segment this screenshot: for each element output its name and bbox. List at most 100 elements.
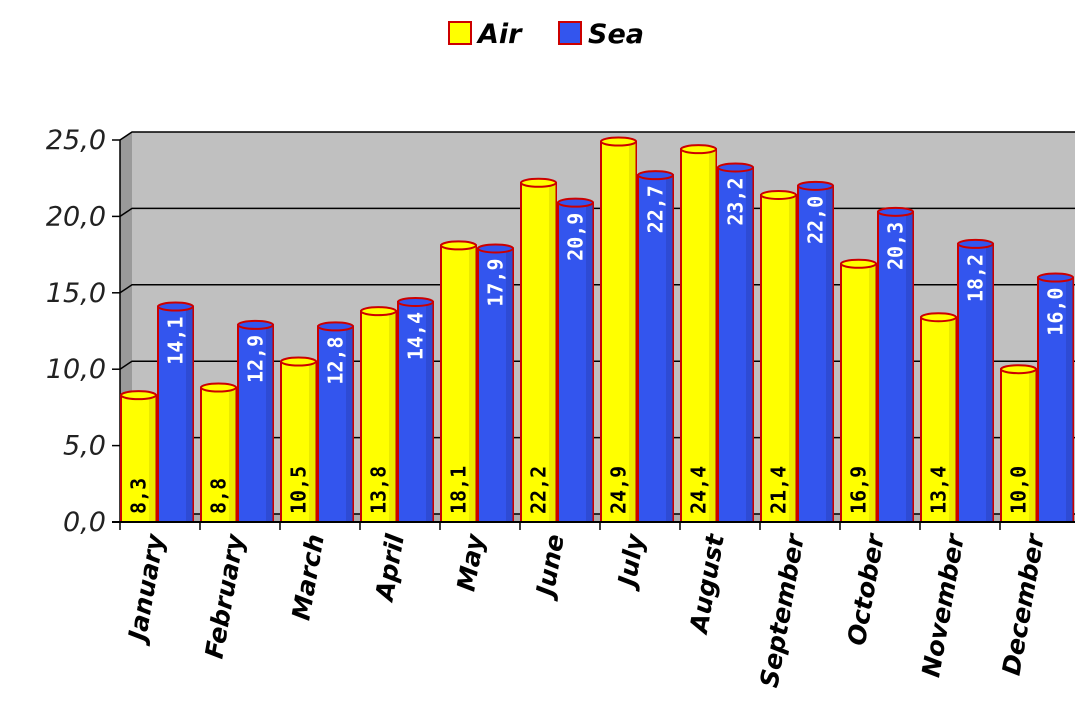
bar-top (1000, 364, 1037, 375)
bar-top (920, 312, 957, 323)
bar-sea-february: 12,9 (237, 319, 274, 523)
bar-top (520, 177, 557, 188)
data-label: 10,0 (1007, 466, 1031, 514)
bar-shade (149, 395, 156, 522)
bar-top (360, 306, 397, 317)
y-tick-label: 5,0 (63, 431, 106, 462)
bar-shade (346, 326, 353, 522)
data-label: 14,1 (164, 317, 188, 365)
bar-top (477, 243, 514, 254)
data-label: 18,1 (447, 466, 471, 514)
bar-sea-september: 22,0 (797, 180, 834, 523)
bars: 8,3 14,1 8,8 12,9 10,5 12,8 13,8 14,4 18,1 17,9 22… (120, 136, 1074, 524)
x-tick-label: June (530, 532, 570, 603)
y-tick-label: 20,0 (46, 201, 106, 232)
bar-air-april: 13,8 (360, 306, 397, 523)
bar-top (680, 144, 717, 155)
bar-sea-october: 20,3 (877, 206, 914, 523)
bar-top (760, 190, 797, 201)
legend-label-sea: Sea (588, 19, 644, 50)
data-label: 16,9 (847, 466, 871, 514)
bar-shade (949, 317, 956, 522)
bar-shade (506, 248, 513, 522)
x-tick-label: September (754, 530, 810, 689)
y-axis: 0,0 5,0 10,0 15,0 20,0 25,0 (46, 125, 121, 538)
bar-air-october: 16,9 (840, 258, 877, 523)
bar-top (280, 356, 317, 367)
bar-top (637, 170, 674, 181)
bar-shade (986, 243, 993, 523)
bar-air-july: 24,9 (600, 136, 637, 523)
data-label: 20,9 (564, 213, 588, 261)
bar-top (1037, 272, 1074, 283)
bar-shade (1029, 369, 1036, 522)
bar-sea-november: 18,2 (957, 238, 994, 524)
bar-top (200, 382, 237, 393)
bar-air-november: 13,4 (920, 312, 957, 523)
data-label: 18,2 (964, 254, 988, 302)
legend-label-air: Air (476, 19, 523, 50)
x-tick-label: October (842, 530, 890, 647)
bar-sea-may: 17,9 (477, 243, 514, 523)
bar-shade (906, 211, 913, 523)
bar-shade (666, 175, 673, 523)
bar-air-august: 24,4 (680, 144, 717, 523)
bar-shade (586, 202, 593, 522)
bar-sea-december: 16,0 (1037, 272, 1074, 523)
data-label: 10,5 (287, 466, 311, 514)
data-label: 13,4 (927, 466, 951, 514)
bar-top (600, 136, 637, 147)
bar-shade (629, 141, 636, 522)
y-tick-label: 10,0 (46, 354, 106, 385)
bar-shade (266, 324, 273, 522)
x-tick-label: August (684, 531, 730, 637)
bar-sea-april: 14,4 (397, 296, 434, 523)
y-tick-label: 25,0 (46, 125, 106, 156)
bar-shade (469, 245, 476, 522)
data-label: 14,4 (404, 312, 428, 360)
data-label: 21,4 (767, 466, 791, 514)
x-tick-label: December (997, 530, 1051, 677)
bar-sea-march: 12,8 (317, 321, 354, 523)
data-label: 20,3 (884, 222, 908, 270)
bar-shade (229, 387, 236, 522)
bar-top (237, 319, 274, 330)
bar-air-march: 10,5 (280, 356, 317, 523)
data-label: 12,8 (324, 336, 348, 384)
x-tick-label: May (451, 530, 490, 593)
bar-shade (826, 185, 833, 522)
bar-sea-june: 20,9 (557, 197, 594, 523)
bar-sea-august: 23,2 (717, 162, 754, 523)
plot-floor (120, 514, 1075, 522)
bar-top (717, 162, 754, 173)
x-tick-label: March (286, 532, 330, 622)
data-label: 13,8 (367, 466, 391, 514)
x-tick-label: February (200, 530, 251, 660)
data-label: 24,4 (687, 466, 711, 514)
bar-air-february: 8,8 (200, 382, 237, 524)
bar-top (557, 197, 594, 208)
bar-top (317, 321, 354, 332)
bar-sea-january: 14,1 (157, 301, 194, 523)
y-tick-label: 15,0 (46, 278, 106, 309)
x-tick-label: November (916, 530, 970, 679)
data-label: 22,2 (527, 466, 551, 514)
bar-top (957, 238, 994, 249)
bar-top (877, 206, 914, 217)
legend: Air Sea (448, 19, 644, 50)
bar-sea-july: 22,7 (637, 170, 674, 523)
bar-top (840, 258, 877, 269)
bar-shade (309, 361, 316, 522)
bar-shade (186, 306, 193, 522)
data-label: 8,3 (127, 478, 151, 514)
bar-shade (389, 311, 396, 522)
bar-shade (869, 263, 876, 522)
data-label: 23,2 (724, 178, 748, 226)
data-label: 22,7 (644, 185, 668, 233)
bar-air-june: 22,2 (520, 177, 557, 523)
data-label: 8,8 (207, 478, 231, 514)
x-tick-label: April (369, 532, 410, 605)
y-tick-label: 0,0 (63, 507, 106, 538)
bar-air-january: 8,3 (120, 390, 157, 523)
